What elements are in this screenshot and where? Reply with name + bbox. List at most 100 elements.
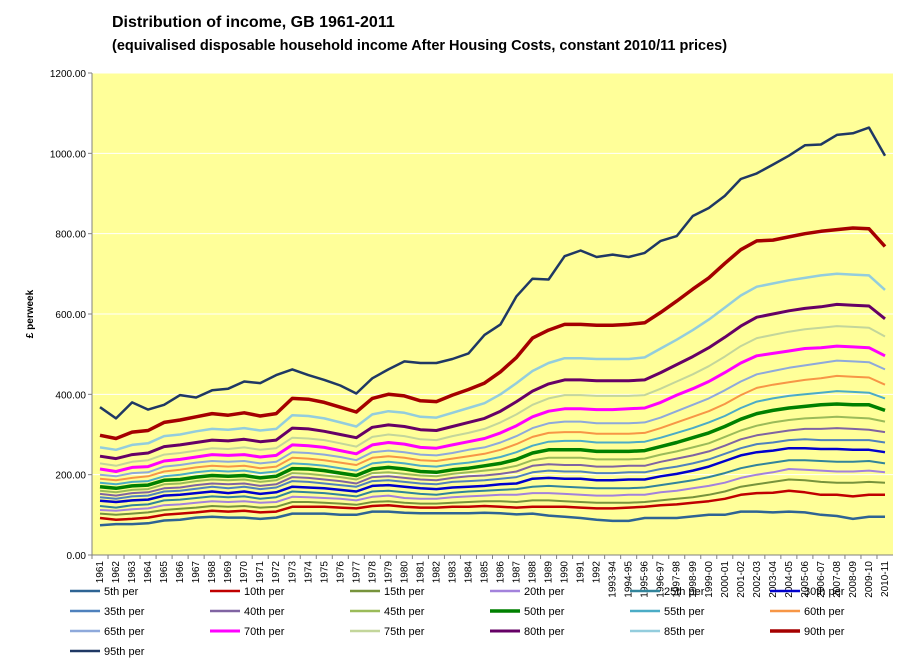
series-line [99,272,886,452]
x-tick-label: 1995-96 [640,561,651,598]
series-line [99,489,885,521]
legend-label: 80th per [524,626,565,638]
legend-label: 75th per [384,626,425,638]
x-tick-label: 1970 [239,561,250,584]
x-tick-label: 1990 [560,561,571,584]
x-tick-label: 1985 [479,561,490,584]
x-tick-label: 1976 [335,561,346,584]
axes: 0.00 200.00 400.00 600.00 800.00 1000.00 1200.… [50,69,893,598]
x-tick-label: 1996-97 [656,561,667,598]
series-line [99,344,886,473]
x-tick-label: 1972 [271,561,282,584]
y-tick-label: 0.00 [67,551,87,562]
x-tick-label: 1997-98 [672,561,683,598]
x-tick-label: 1983 [447,561,458,584]
legend-label: 15th per [384,586,425,598]
legend-label: 70th per [244,626,285,638]
x-tick-label: 1989 [544,561,555,584]
x-tick-label: 1993-94 [608,561,619,598]
x-tick-label: 1963 [127,561,138,584]
y-tick-label: 200.00 [55,471,86,482]
x-tick-label: 1978 [367,561,378,584]
x-tick-label: 1975 [319,561,330,584]
legend-label: 5th per [104,586,139,598]
x-tick-label: 1967 [191,561,202,584]
series-line [99,390,886,486]
x-tick-label: 2006-07 [816,561,827,598]
series-line [99,226,887,441]
x-tick-label: 1994-95 [624,561,635,598]
legend-label: 55th per [664,606,705,618]
y-tick-label: 1200.00 [50,69,87,80]
x-tick-label: 2009-10 [864,561,875,598]
series-line [99,359,886,478]
x-tick-label: 1961 [95,561,106,584]
legend-label: 60th per [804,606,845,618]
y-tick-label: 600.00 [55,310,86,321]
series-line [99,302,886,461]
series-line [99,468,886,512]
chart-subtitle: (equivalised disposable household income… [112,38,727,54]
x-tick-label: 2008-09 [848,561,859,598]
legend-label: 25th per [664,586,705,598]
x-tick-label: 1999-00 [704,561,715,598]
x-tick-label: 2005-06 [800,561,811,598]
x-tick-label: 2010-11 [880,561,891,597]
series-line [99,510,885,527]
legend-label: 65th per [104,626,145,638]
legend-label: 35th per [104,606,145,618]
x-tick-label: 1980 [399,561,410,584]
legend-label: 50th per [524,606,565,618]
legend-label: 90th per [804,626,845,638]
x-tick-label: 1979 [383,561,394,584]
x-tick-label: 1974 [303,561,314,584]
x-tick-label: 1984 [463,561,474,584]
series-line [99,459,886,509]
series-line [99,402,886,491]
x-tick-label: 2007-08 [832,561,843,598]
x-tick-label: 1968 [207,561,218,584]
x-tick-label: 1977 [351,561,362,584]
x-tick-label: 2003-04 [768,561,779,598]
legend-label: 95th per [104,646,145,658]
x-tick-label: 1971 [255,561,266,584]
legend-label: 30th per [804,586,845,598]
x-tick-label: 1991 [576,561,587,584]
x-tick-label: 1981 [415,561,426,584]
x-tick-label: 2001-02 [736,561,747,598]
y-axis-label: £ perweek [25,289,36,338]
chart-title: Distribution of income, GB 1961-2011 [112,14,395,31]
legend-label: 40th per [244,606,285,618]
x-tick-label: 2000-01 [720,561,731,598]
legend-label: 10th per [244,586,285,598]
y-tick-label: 1000.00 [50,149,87,160]
series-lines [99,126,887,527]
legend-label: 85th per [664,626,705,638]
series-line [99,478,886,516]
series-line [99,325,886,467]
x-tick-label: 1965 [159,561,170,584]
series-line [99,415,886,494]
y-tick-label: 400.00 [55,390,86,401]
series-line [99,126,887,420]
series-line [99,374,886,482]
x-tick-label: 1987 [512,561,523,584]
x-tick-label: 1973 [287,561,298,584]
x-tick-label: 1969 [223,561,234,584]
series-line [99,446,886,504]
x-tick-label: 1982 [431,561,442,584]
x-tick-label: 2002-03 [752,561,763,598]
x-tick-label: 1986 [496,561,507,584]
y-tick-label: 800.00 [55,230,86,241]
x-tick-label: 1966 [175,561,186,584]
x-tick-label: 1962 [111,561,122,584]
x-tick-label: 2004-05 [784,561,795,598]
x-tick-label: 1988 [528,561,539,584]
x-tick-label: 1992 [592,561,603,584]
x-tick-label: 1964 [143,561,154,584]
legend-label: 20th per [524,586,565,598]
x-tick-label: 1998-99 [688,561,699,598]
legend-label: 45th per [384,606,425,618]
